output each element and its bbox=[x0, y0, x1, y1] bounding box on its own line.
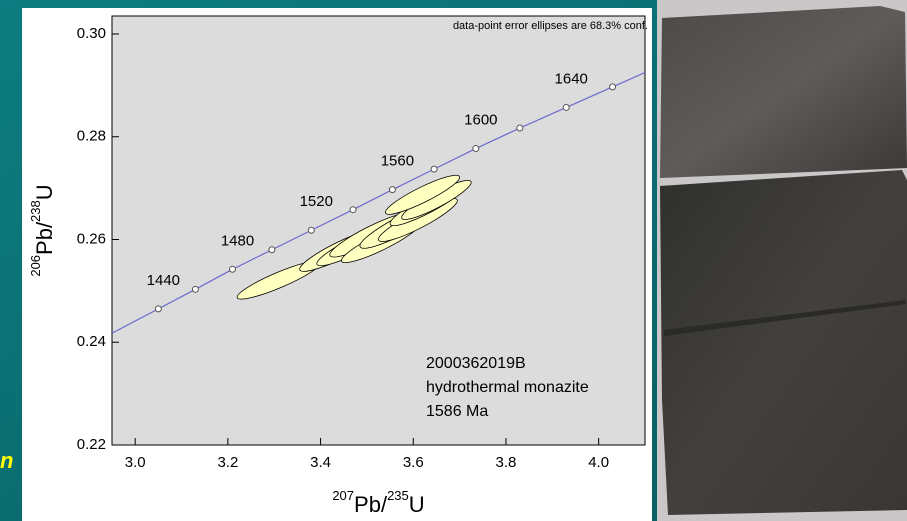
age-label: 1560 bbox=[381, 153, 414, 170]
y-tick-label: 0.30 bbox=[77, 25, 106, 42]
y-axis-label-part: U bbox=[32, 184, 57, 200]
rock-lower bbox=[660, 170, 907, 515]
x-tick-label: 4.0 bbox=[588, 454, 609, 471]
y-tick-label: 0.28 bbox=[77, 128, 106, 145]
age-label: 1480 bbox=[221, 232, 254, 249]
concordia-point bbox=[154, 305, 162, 313]
y-axis-label: 206Pb/238U bbox=[28, 184, 56, 276]
age-label: 1640 bbox=[555, 70, 588, 87]
y-tick-label: 0.26 bbox=[77, 230, 106, 247]
x-tick-label: 3.4 bbox=[310, 454, 331, 471]
plot: 1440 1480 1520 1560 1600 1640 bbox=[112, 70, 645, 334]
sample-line: 1586 Ma bbox=[426, 403, 488, 420]
concordia-point bbox=[349, 206, 357, 214]
concordia-point bbox=[430, 165, 438, 173]
concordia-point bbox=[268, 246, 276, 254]
rock-upper bbox=[660, 6, 907, 178]
x-tick-label: 3.0 bbox=[125, 454, 146, 471]
x-axis-label-part: Pb/ bbox=[354, 492, 388, 517]
concordia-point bbox=[229, 265, 237, 273]
age-label: 1440 bbox=[147, 272, 180, 289]
concordia-point bbox=[191, 285, 199, 293]
x-axis-label-part: 235 bbox=[387, 488, 409, 503]
concordia-point bbox=[609, 83, 617, 91]
concordia-curve bbox=[158, 86, 613, 310]
left-fragment: n bbox=[0, 448, 13, 473]
concordia-extension bbox=[112, 308, 159, 334]
concordia-point bbox=[562, 103, 570, 111]
concordia-point bbox=[307, 226, 315, 234]
age-label: 1520 bbox=[300, 193, 333, 210]
x-axis-label: 207Pb/235U bbox=[332, 488, 424, 516]
y-tick-label: 0.22 bbox=[77, 436, 106, 453]
x-axis-label-part: 207 bbox=[332, 488, 354, 503]
x-axis-label-part: U bbox=[409, 492, 425, 517]
axes: 3.0 3.2 3.4 3.6 3.8 4.0 0.22 0.24 0.26 0.28 0.30 20… bbox=[28, 25, 609, 517]
sample-line: 2000362019B bbox=[426, 355, 526, 372]
y-tick-label: 0.24 bbox=[77, 333, 106, 350]
concordia-point bbox=[388, 186, 396, 194]
y-axis-label-part: 238 bbox=[28, 200, 43, 222]
y-axis-label-part: Pb/ bbox=[32, 221, 57, 255]
x-tick-label: 3.8 bbox=[496, 454, 517, 471]
y-axis-label-part: 206 bbox=[28, 255, 43, 277]
concordia-point bbox=[516, 124, 524, 132]
age-label: 1600 bbox=[464, 112, 497, 129]
concordia-extension bbox=[612, 71, 645, 88]
error-ellipse bbox=[385, 174, 461, 215]
x-tick-label: 3.2 bbox=[217, 454, 238, 471]
rock-photo bbox=[657, 0, 907, 521]
note: data-point error ellipses are 68.3% conf… bbox=[453, 20, 648, 32]
concordia-point bbox=[472, 145, 480, 153]
x-tick-label: 3.6 bbox=[403, 454, 424, 471]
rock-crack bbox=[664, 300, 906, 336]
sample-line: hydrothermal monazite bbox=[426, 379, 589, 396]
